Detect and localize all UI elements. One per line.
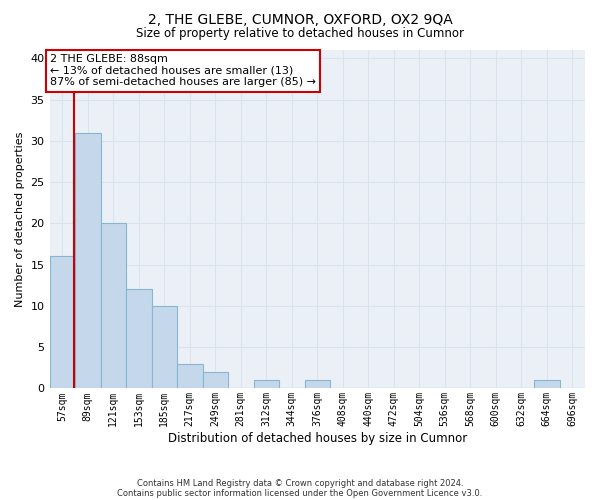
Bar (101, 224, 126, 388)
X-axis label: Distribution of detached houses by size in Cumnor: Distribution of detached houses by size … (167, 432, 467, 445)
Text: Size of property relative to detached houses in Cumnor: Size of property relative to detached ho… (136, 28, 464, 40)
Bar (203, 372, 228, 388)
Bar (152, 306, 177, 388)
Text: Contains HM Land Registry data © Crown copyright and database right 2024.: Contains HM Land Registry data © Crown c… (137, 478, 463, 488)
Y-axis label: Number of detached properties: Number of detached properties (15, 132, 25, 307)
Bar (75, 132, 101, 388)
Text: 2, THE GLEBE, CUMNOR, OXFORD, OX2 9QA: 2, THE GLEBE, CUMNOR, OXFORD, OX2 9QA (148, 12, 452, 26)
Bar (177, 364, 203, 388)
Bar (126, 290, 152, 388)
Text: Contains public sector information licensed under the Open Government Licence v3: Contains public sector information licen… (118, 488, 482, 498)
Text: 2 THE GLEBE: 88sqm
← 13% of detached houses are smaller (13)
87% of semi-detache: 2 THE GLEBE: 88sqm ← 13% of detached hou… (50, 54, 316, 88)
Bar (534, 380, 560, 388)
Bar (50, 256, 75, 388)
Bar (254, 380, 279, 388)
Bar (305, 380, 330, 388)
